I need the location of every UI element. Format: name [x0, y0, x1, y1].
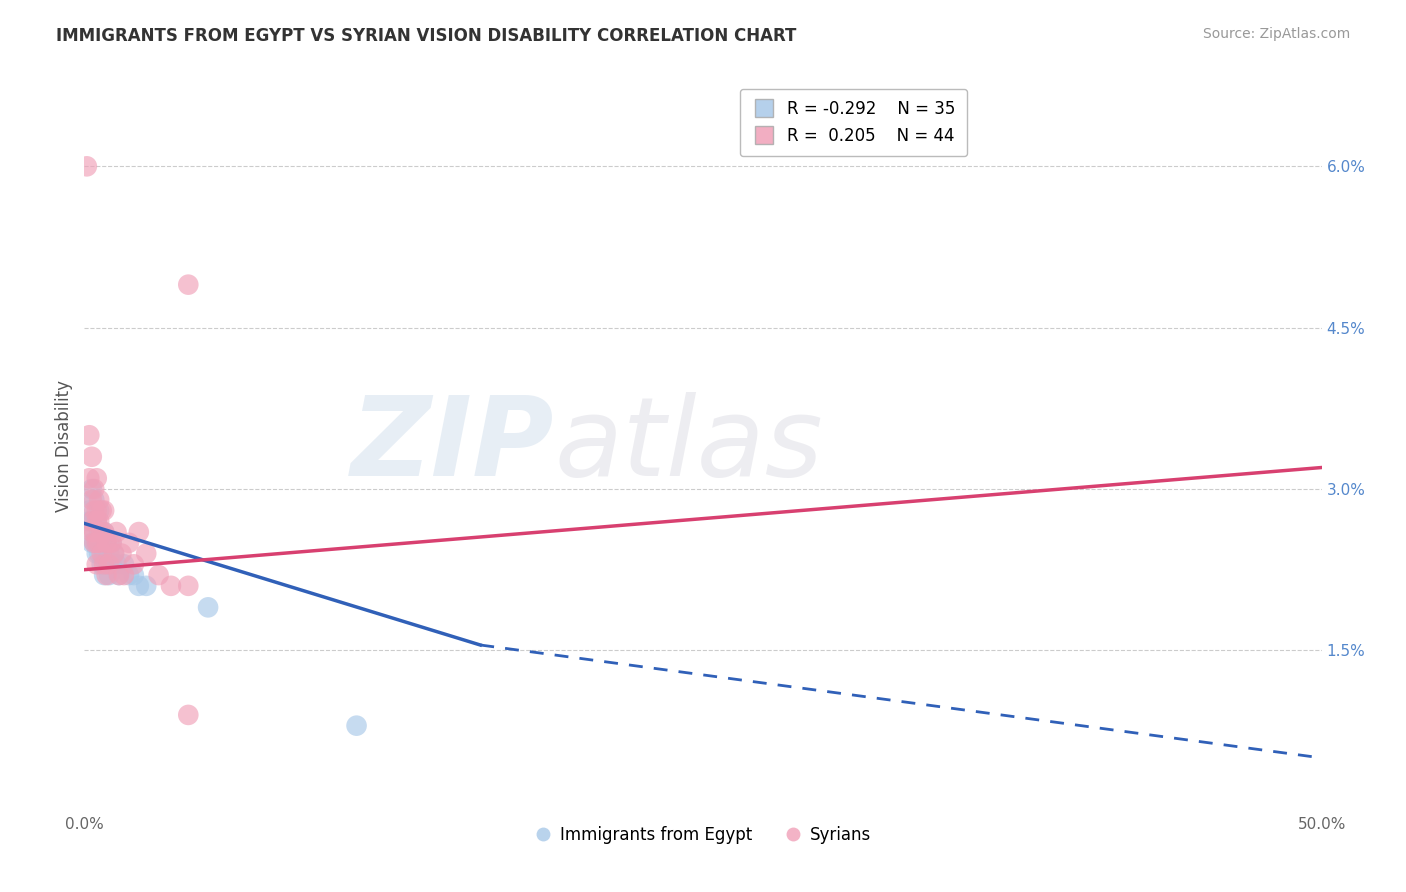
Point [177, 707, 200, 722]
Point [197, 600, 219, 615]
Point [89, 492, 111, 507]
Text: IMMIGRANTS FROM EGYPT VS SYRIAN VISION DISABILITY CORRELATION CHART: IMMIGRANTS FROM EGYPT VS SYRIAN VISION D… [56, 27, 797, 45]
Point [148, 568, 170, 582]
Point [96, 568, 118, 582]
Point [96, 536, 118, 550]
Point [89, 547, 111, 561]
Point [79, 514, 101, 528]
Point [83, 524, 105, 539]
Point [79, 471, 101, 485]
Point [112, 568, 135, 582]
Point [122, 558, 145, 572]
Point [86, 514, 108, 528]
Point [100, 536, 122, 550]
Point [90, 536, 112, 550]
Point [79, 503, 101, 517]
Point [86, 558, 108, 572]
Point [86, 547, 108, 561]
Point [86, 471, 108, 485]
Point [83, 492, 105, 507]
Point [177, 277, 200, 292]
Point [80, 524, 103, 539]
Point [112, 558, 135, 572]
Point [80, 514, 103, 528]
Point [86, 536, 108, 550]
Point [128, 524, 150, 539]
Point [98, 558, 121, 572]
Point [79, 428, 101, 442]
Point [135, 547, 157, 561]
Point [89, 514, 111, 528]
Point [93, 547, 115, 561]
Point [89, 536, 111, 550]
Point [90, 547, 112, 561]
Point [80, 492, 103, 507]
Point [83, 482, 105, 496]
Text: Source: ZipAtlas.com: Source: ZipAtlas.com [1202, 27, 1350, 41]
Point [105, 558, 128, 572]
Point [86, 503, 108, 517]
Point [83, 536, 105, 550]
Point [98, 568, 121, 582]
Legend: Immigrants from Egypt, Syrians: Immigrants from Egypt, Syrians [527, 820, 879, 851]
Point [160, 579, 183, 593]
Point [90, 503, 112, 517]
Point [80, 536, 103, 550]
Point [93, 568, 115, 582]
Point [128, 579, 150, 593]
Point [90, 524, 112, 539]
Point [83, 503, 105, 517]
Point [177, 579, 200, 593]
Point [103, 547, 125, 561]
Point [93, 524, 115, 539]
Point [108, 568, 131, 582]
Point [118, 568, 141, 582]
Point [108, 568, 131, 582]
Point [100, 536, 122, 550]
Point [98, 536, 121, 550]
Point [89, 524, 111, 539]
Point [110, 547, 132, 561]
Point [135, 579, 157, 593]
Point [83, 536, 105, 550]
Point [80, 450, 103, 464]
Point [86, 536, 108, 550]
Point [96, 536, 118, 550]
Point [122, 568, 145, 582]
Text: atlas: atlas [554, 392, 823, 500]
Point [80, 514, 103, 528]
Point [80, 482, 103, 496]
Point [86, 514, 108, 528]
Point [103, 547, 125, 561]
Point [98, 547, 121, 561]
Point [100, 558, 122, 572]
Point [105, 524, 128, 539]
Text: ZIP: ZIP [352, 392, 554, 500]
Point [76, 159, 98, 173]
Point [93, 524, 115, 539]
Point [346, 719, 368, 733]
Point [83, 524, 105, 539]
Point [96, 558, 118, 572]
Point [93, 503, 115, 517]
Point [118, 536, 141, 550]
Point [90, 558, 112, 572]
Point [89, 503, 111, 517]
Point [93, 558, 115, 572]
Y-axis label: Vision Disability: Vision Disability [55, 380, 73, 512]
